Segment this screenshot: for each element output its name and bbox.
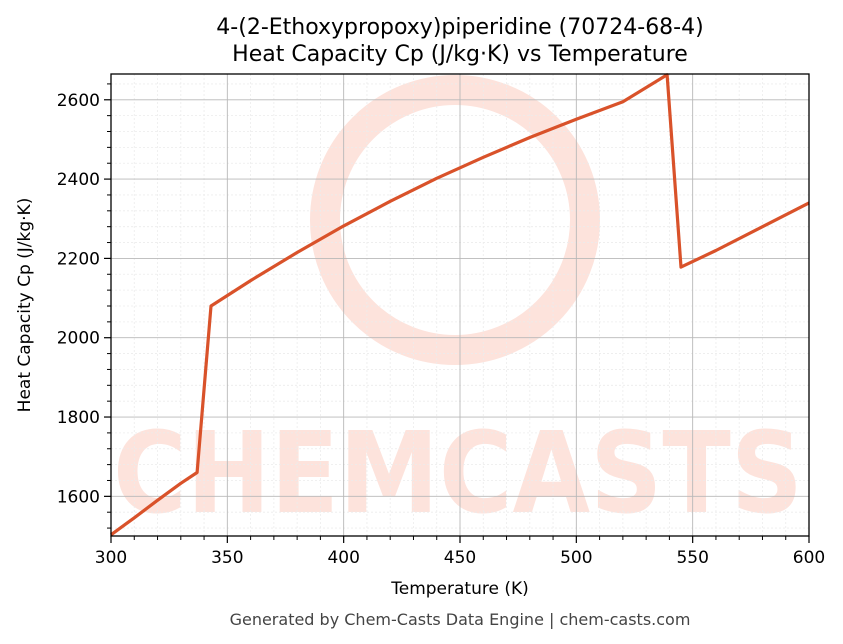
x-tick-label: 400 [327,548,359,568]
x-tick-label: 600 [793,548,825,568]
x-tick-label: 300 [95,548,127,568]
y-tick-label: 1800 [57,408,100,428]
x-axis-label: Temperature (K) [390,579,529,599]
y-tick-label: 1600 [57,487,100,507]
ticks: 300 350 400 450 500 550 600 1600 1800 2000 2200 240… [57,83,825,568]
series-layer [110,73,810,537]
y-tick-label: 2200 [57,249,100,269]
y-tick-label: 2400 [57,170,100,190]
x-tick-label: 350 [211,548,243,568]
series-line [110,73,810,537]
watermark-text: CHEMCASTS [113,409,803,539]
chart-title-line2: Heat Capacity Cp (J/kg·K) vs Temperature [232,42,688,67]
x-tick-label: 550 [676,548,708,568]
watermark: CHEMCASTS [113,75,803,539]
x-tick-label: 500 [560,548,592,568]
y-tick-label: 2600 [57,91,100,111]
footer-text: Generated by Chem-Casts Data Engine | ch… [230,610,691,629]
y-axis-label: Heat Capacity Cp (J/kg·K) [15,198,35,413]
chart-title-line1: 4-(2-Ethoxypropoxy)piperidine (70724-68-… [216,15,703,40]
watermark-logo-ring [310,75,600,365]
y-tick-label: 2000 [57,329,100,349]
x-tick-label: 450 [444,548,476,568]
